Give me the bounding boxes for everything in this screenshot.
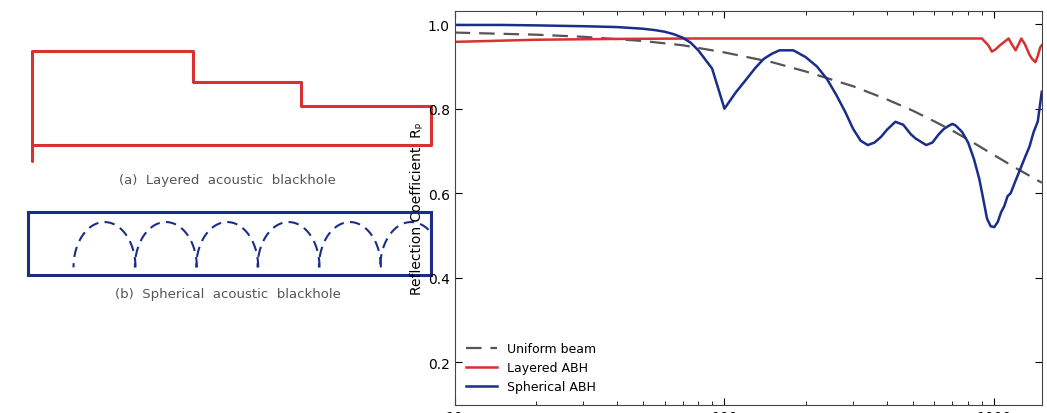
Uniform beam <box>765 61 778 66</box>
Uniform beam <box>718 51 731 56</box>
Layered ABH <box>999 40 1011 45</box>
Spherical ABH <box>988 225 1001 230</box>
Uniform beam <box>907 109 919 114</box>
Layered ABH <box>982 44 995 49</box>
Layered ABH <box>985 50 998 55</box>
Layered ABH <box>1033 46 1046 51</box>
Line: Spherical ABH: Spherical ABH <box>454 26 1042 228</box>
Uniform beam <box>1035 181 1047 186</box>
Uniform beam <box>988 153 1001 158</box>
Layered ABH <box>1026 57 1039 62</box>
Layered ABH <box>1029 61 1042 66</box>
Layered ABH <box>1015 37 1027 42</box>
Layered ABH <box>825 37 838 42</box>
Layered ABH <box>968 37 981 42</box>
Layered ABH <box>610 37 623 42</box>
Layered ABH <box>1031 54 1044 59</box>
Layered ABH <box>1005 43 1018 47</box>
Layered ABH <box>1019 43 1031 48</box>
Uniform beam <box>800 70 812 75</box>
Layered ABH <box>765 37 778 42</box>
Text: (a)  Layered  acoustic  blackhole: (a) Layered acoustic blackhole <box>119 173 336 186</box>
Uniform beam <box>637 40 649 45</box>
Layered ABH <box>994 44 1006 49</box>
Legend: Uniform beam, Layered ABH, Spherical ABH: Uniform beam, Layered ABH, Spherical ABH <box>461 337 601 399</box>
Spherical ABH <box>942 124 955 129</box>
Uniform beam <box>847 85 860 90</box>
Spherical ABH <box>448 24 461 28</box>
Uniform beam <box>577 35 589 40</box>
Uniform beam <box>1009 166 1022 171</box>
Line: Uniform beam: Uniform beam <box>454 33 1042 183</box>
Text: (b)  Spherical  acoustic  blackhole: (b) Spherical acoustic blackhole <box>114 287 340 300</box>
Layered ABH <box>1009 49 1022 54</box>
Layered ABH <box>1035 44 1047 49</box>
Spherical ABH <box>881 128 893 133</box>
Layered ABH <box>989 48 1002 53</box>
Layered ABH <box>1023 53 1035 58</box>
Layered ABH <box>976 37 988 42</box>
Spherical ABH <box>668 33 681 38</box>
Y-axis label: Reflection Coefficient  Rₚ: Reflection Coefficient Rₚ <box>409 123 424 294</box>
Spherical ABH <box>909 136 921 141</box>
Layered ABH <box>918 37 931 42</box>
Layered ABH <box>946 37 959 42</box>
Bar <box>28 213 431 275</box>
Layered ABH <box>1012 43 1025 48</box>
Uniform beam <box>928 120 940 125</box>
Line: Layered ABH: Layered ABH <box>454 39 1042 63</box>
Layered ABH <box>448 40 461 45</box>
Uniform beam <box>962 138 975 143</box>
Uniform beam <box>530 33 542 38</box>
Layered ABH <box>962 37 975 42</box>
Spherical ABH <box>847 127 860 132</box>
Layered ABH <box>881 37 893 42</box>
Uniform beam <box>448 31 461 36</box>
Layered ABH <box>530 38 542 43</box>
Uniform beam <box>946 129 959 134</box>
Uniform beam <box>881 97 893 102</box>
Layered ABH <box>692 37 705 42</box>
Uniform beam <box>676 44 689 49</box>
Spherical ABH <box>937 127 950 132</box>
Layered ABH <box>1002 37 1015 42</box>
Spherical ABH <box>1035 90 1047 95</box>
